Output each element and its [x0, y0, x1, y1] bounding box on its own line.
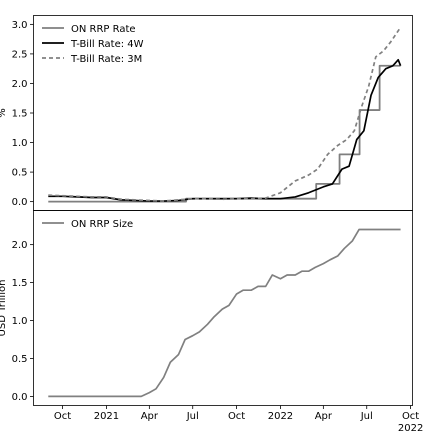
top-y-axis: 0.0 0.5 1.0 1.5 2.0 2.5 3.0 — [12, 20, 34, 208]
legend-label-on-rrp-size: ON RRP Size — [71, 219, 133, 230]
bottom-panel: 0.0 0.5 1.0 1.5 2.0 USD Trillion ON RRP Size — [0, 210, 413, 406]
bottom-y-axis: 0.0 0.5 1.0 1.5 2.0 — [12, 240, 34, 403]
top-panel: 0.0 0.5 1.0 1.5 2.0 2.5 3.0 % ON RRP Rate T-Bi… — [0, 15, 413, 211]
bottom-y-tick-label: 2.0 — [12, 240, 28, 251]
top-y-tick-label: 0.5 — [12, 168, 28, 179]
x-tick-label: Jul — [360, 411, 373, 422]
top-y-tick-label: 1.0 — [12, 138, 28, 149]
bottom-y-axis-label: USD Trillion — [0, 280, 8, 337]
bottom-y-tick-label: 1.5 — [12, 278, 28, 289]
x-tick-label: Apr — [141, 411, 159, 422]
x-tick-label: Oct — [228, 411, 245, 422]
bottom-y-tick-label: 0.5 — [12, 354, 28, 365]
series-line-t-bill-rate-4w — [48, 58, 402, 202]
x-tick-label: Jul — [186, 411, 199, 422]
legend-label-tbill-4w: T-Bill Rate: 4W — [70, 39, 144, 50]
top-legend: ON RRP Rate T-Bill Rate: 4W T-Bill Rate:… — [42, 24, 144, 65]
bottom-legend: ON RRP Size — [42, 219, 133, 230]
x-tick-sublabel: 2022 — [398, 423, 423, 432]
top-y-tick-label: 1.5 — [12, 109, 28, 120]
x-tick-label: 2022 — [268, 411, 293, 422]
bottom-y-tick-label: 0.0 — [12, 392, 28, 403]
bottom-plot-lines — [48, 228, 401, 398]
series-line-on-rrp-rate — [48, 64, 401, 203]
x-tick-label: Apr — [315, 411, 333, 422]
top-plot-lines — [48, 26, 402, 203]
legend-label-tbill-3m: T-Bill Rate: 3M — [70, 54, 142, 65]
series-line-on-rrp-size — [48, 228, 401, 398]
top-y-tick-label: 2.0 — [12, 79, 28, 90]
top-y-tick-label: 0.0 — [12, 197, 28, 208]
legend-label-on-rrp-rate: ON RRP Rate — [71, 24, 136, 35]
series-line-t-bill-rate-3m — [48, 26, 402, 202]
bottom-panel-frame — [33, 210, 413, 406]
bottom-y-tick-label: 1.0 — [12, 316, 28, 327]
top-y-axis-label: % — [0, 108, 8, 118]
top-y-tick-label: 3.0 — [12, 20, 28, 31]
x-tick-label: 2021 — [94, 411, 119, 422]
x-tick-label: Oct — [54, 411, 71, 422]
top-y-tick-label: 2.5 — [12, 49, 28, 60]
x-tick-label: Oct — [402, 411, 419, 422]
